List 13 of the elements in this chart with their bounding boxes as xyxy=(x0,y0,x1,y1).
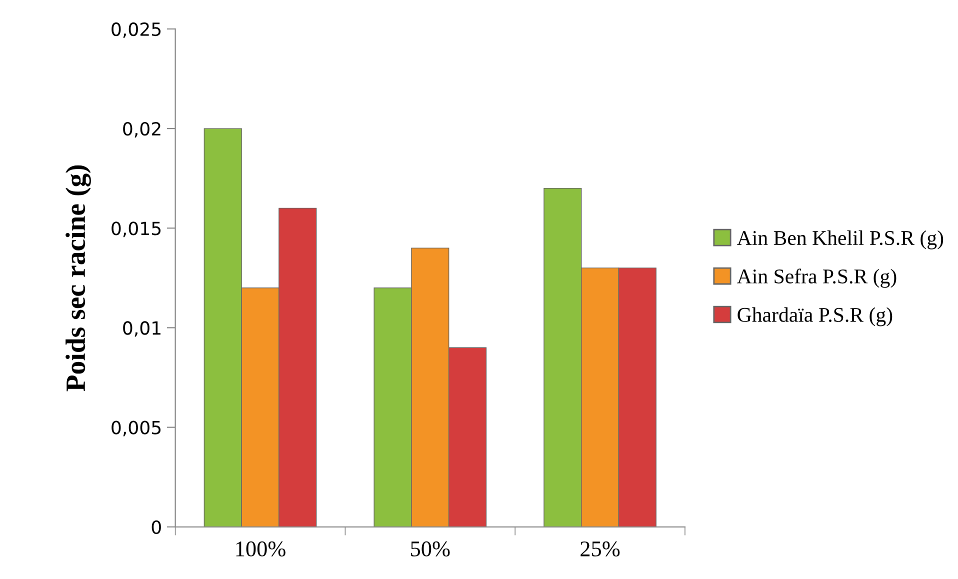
y-axis-title: Poids sec racine (g) xyxy=(66,165,91,392)
x-tick-label: 50% xyxy=(411,541,450,556)
x-tick-label: 25% xyxy=(580,541,620,556)
legend-label: Ain Sefra P.S.R (g) xyxy=(737,268,896,288)
legend-label: Ain Ben Khelil P.S.R (g) xyxy=(737,230,944,250)
y-tick-label: 0,015 xyxy=(112,222,161,238)
y-tick-label: 0,02 xyxy=(123,122,160,138)
legend-label: Ghardaïa P.S.R (g) xyxy=(738,307,892,326)
y-tick-label: 0,005 xyxy=(112,420,161,436)
y-tick-label: 0 xyxy=(152,520,161,534)
y-tick-label: 0,025 xyxy=(112,22,161,38)
x-tick-label: 100% xyxy=(236,541,286,556)
y-tick-label: 0,01 xyxy=(123,321,160,337)
